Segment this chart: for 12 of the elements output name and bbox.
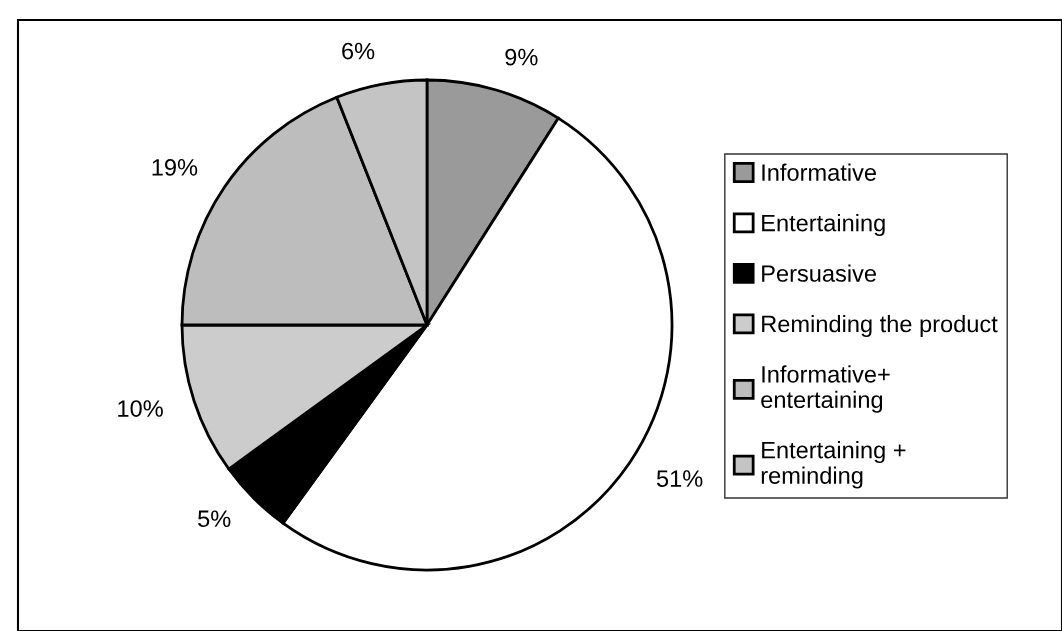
legend-label: Informative+ entertaining	[761, 365, 890, 413]
legend-label: Persuasive	[762, 264, 876, 282]
legend-label: Entertaining	[762, 214, 885, 237]
legend-label: Reminding the product	[762, 314, 998, 337]
data-label: 51%	[656, 470, 703, 487]
data-label: 9%	[505, 48, 538, 66]
legend-label: Entertaining + reminding	[761, 441, 906, 489]
data-label: 19%	[152, 159, 198, 176]
data-label: 5%	[198, 510, 231, 528]
legend-label: Informative	[762, 163, 876, 181]
data-label: 10%	[118, 400, 163, 417]
data-label: 6%	[342, 42, 375, 60]
